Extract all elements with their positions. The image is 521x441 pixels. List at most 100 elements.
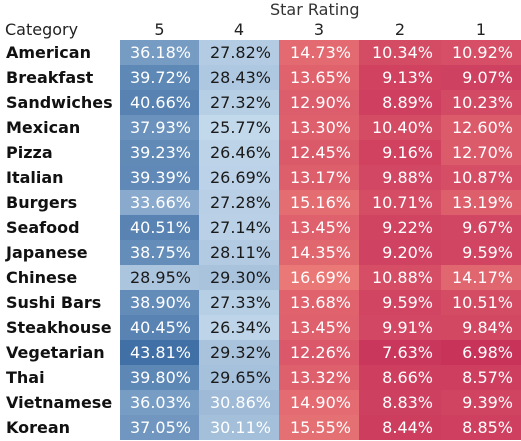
row-label: Sandwiches <box>6 93 113 112</box>
heatmap-cell: 28.11% <box>199 240 279 265</box>
heatmap-cell: 39.80% <box>120 365 199 390</box>
heatmap-cell: 13.17% <box>279 165 359 190</box>
heatmap-cell: 10.87% <box>441 165 521 190</box>
heatmap-cell: 13.65% <box>279 65 359 90</box>
heatmap-cell: 26.46% <box>199 140 279 165</box>
heatmap-cell: 9.39% <box>441 390 521 415</box>
heatmap-cell: 8.66% <box>359 365 441 390</box>
heatmap-cell: 9.59% <box>359 290 441 315</box>
heatmap-cell: 14.17% <box>441 265 521 290</box>
heatmap-cell: 37.05% <box>120 415 199 440</box>
heatmap-cell: 8.89% <box>359 90 441 115</box>
row-label: Japanese <box>6 243 88 262</box>
star-rating-title: Star Rating <box>270 0 360 19</box>
heatmap-cell: 29.30% <box>199 265 279 290</box>
heatmap-cell: 37.93% <box>120 115 199 140</box>
heatmap-cell: 26.34% <box>199 315 279 340</box>
heatmap-cell: 8.83% <box>359 390 441 415</box>
heatmap-cell: 40.51% <box>120 215 199 240</box>
row-label: Sushi Bars <box>6 293 102 312</box>
column-header-3: 3 <box>313 20 325 39</box>
heatmap-cell: 29.32% <box>199 340 279 365</box>
heatmap-cell: 10.88% <box>359 265 441 290</box>
heatmap-cell: 9.16% <box>359 140 441 165</box>
heatmap-cell: 12.26% <box>279 340 359 365</box>
heatmap-cell: 33.66% <box>120 190 199 215</box>
heatmap-cell: 10.92% <box>441 40 521 65</box>
heatmap-cell: 9.20% <box>359 240 441 265</box>
heatmap-cell: 36.18% <box>120 40 199 65</box>
heatmap-cell: 13.45% <box>279 315 359 340</box>
heatmap-cell: 9.67% <box>441 215 521 240</box>
heatmap-cell: 27.33% <box>199 290 279 315</box>
row-label: Vietnamese <box>6 393 113 412</box>
heatmap-cell: 39.72% <box>120 65 199 90</box>
heatmap-cell: 12.90% <box>279 90 359 115</box>
heatmap-cell: 25.77% <box>199 115 279 140</box>
heatmap-cell: 14.73% <box>279 40 359 65</box>
heatmap-cell: 26.69% <box>199 165 279 190</box>
heatmap-cell: 40.66% <box>120 90 199 115</box>
heatmap-cell: 7.63% <box>359 340 441 365</box>
heatmap-cell: 13.19% <box>441 190 521 215</box>
heatmap-cell: 13.45% <box>279 215 359 240</box>
heatmap-cell: 43.81% <box>120 340 199 365</box>
heatmap-cell: 27.82% <box>199 40 279 65</box>
heatmap-cell: 10.23% <box>441 90 521 115</box>
heatmap-cell: 8.85% <box>441 415 521 440</box>
row-label: Korean <box>6 418 71 437</box>
row-label: Chinese <box>6 268 78 287</box>
heatmap-cell: 15.16% <box>279 190 359 215</box>
heatmap-cell: 13.68% <box>279 290 359 315</box>
heatmap-cell: 27.14% <box>199 215 279 240</box>
column-header-4: 4 <box>233 20 245 39</box>
column-header-5: 5 <box>154 20 165 39</box>
heatmap-cell: 28.43% <box>199 65 279 90</box>
heatmap-cell: 39.39% <box>120 165 199 190</box>
column-header-1: 1 <box>475 20 487 39</box>
row-label: Pizza <box>6 143 53 162</box>
heatmap-cell: 13.30% <box>279 115 359 140</box>
row-label: Breakfast <box>6 68 94 87</box>
category-header: Category <box>5 20 79 39</box>
heatmap-cell: 15.55% <box>279 415 359 440</box>
heatmap-cell: 9.59% <box>441 240 521 265</box>
row-label: Vegetarian <box>6 343 105 362</box>
row-label: Burgers <box>6 193 78 212</box>
heatmap-cell: 30.86% <box>199 390 279 415</box>
heatmap-cell: 27.32% <box>199 90 279 115</box>
heatmap-cell: 27.28% <box>199 190 279 215</box>
heatmap-cell: 10.51% <box>441 290 521 315</box>
heatmap-cell: 12.45% <box>279 140 359 165</box>
heatmap-cell: 30.11% <box>199 415 279 440</box>
heatmap-cell: 9.91% <box>359 315 441 340</box>
heatmap-cell: 12.70% <box>441 140 521 165</box>
heatmap-cell: 38.75% <box>120 240 199 265</box>
heatmap-cell: 9.07% <box>441 65 521 90</box>
row-label: Thai <box>6 368 45 387</box>
heatmap-cell: 38.90% <box>120 290 199 315</box>
heatmap-cell: 40.45% <box>120 315 199 340</box>
heatmap-cell: 9.22% <box>359 215 441 240</box>
heatmap-cell: 6.98% <box>441 340 521 365</box>
heatmap-cell: 16.69% <box>279 265 359 290</box>
heatmap-cell: 9.84% <box>441 315 521 340</box>
heatmap-cell: 29.65% <box>199 365 279 390</box>
heatmap-cell: 14.35% <box>279 240 359 265</box>
row-label: Italian <box>6 168 64 187</box>
heatmap-cell: 9.13% <box>359 65 441 90</box>
row-label: American <box>6 43 91 62</box>
heatmap-cell: 8.44% <box>359 415 441 440</box>
heatmap-cell: 10.40% <box>359 115 441 140</box>
heatmap-cell: 12.60% <box>441 115 521 140</box>
row-label: Steakhouse <box>6 318 112 337</box>
heatmap-cell: 8.57% <box>441 365 521 390</box>
row-label: Mexican <box>6 118 81 137</box>
heatmap-cell: 13.32% <box>279 365 359 390</box>
heatmap-cell: 36.03% <box>120 390 199 415</box>
heatmap-cell: 9.88% <box>359 165 441 190</box>
heatmap-cell: 10.34% <box>359 40 441 65</box>
column-header-2: 2 <box>394 20 406 39</box>
heatmap-cell: 10.71% <box>359 190 441 215</box>
